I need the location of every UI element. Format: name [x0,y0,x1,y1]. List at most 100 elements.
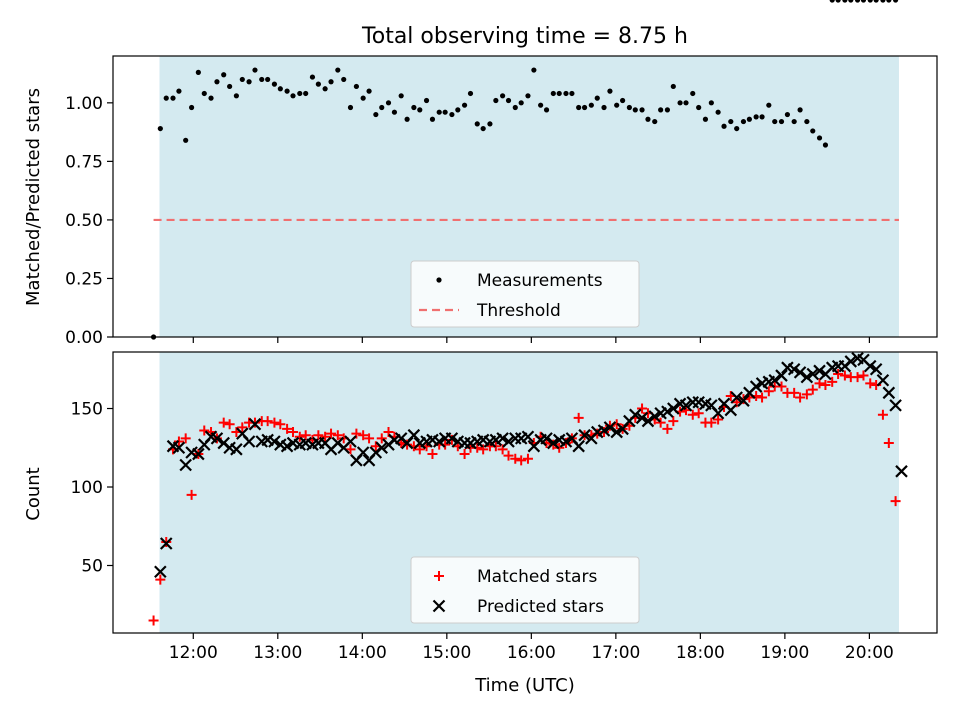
data-point [693,408,704,419]
data-point [801,389,812,400]
x-tick-label: 17:00 [591,643,640,663]
data-point [461,102,468,108]
data-point [427,449,438,460]
data-point [892,0,899,3]
data-point [252,67,258,73]
data-point [518,100,524,106]
data-point [459,449,470,460]
data-point [248,417,262,431]
top-panel-matched-predicted-ratio: Matched/Predicted stars 0.00 0.25 0.50 0.75… [23,0,938,348]
legend-label: Threshold [476,301,561,321]
data-point [170,95,176,101]
data-point [873,0,879,3]
data-point [795,392,806,403]
data-point [467,90,474,97]
data-point [664,107,671,113]
data-point [195,69,201,75]
data-point [159,537,173,550]
data-point [658,107,664,113]
x-tick-label: 18:00 [676,643,725,663]
data-point [813,364,826,378]
data-point [559,435,573,448]
data-point [759,114,765,120]
y-tick-label: 100 [71,478,103,498]
data-point [550,90,556,97]
data-point [822,142,829,148]
data-point [320,431,331,442]
legend-marker [434,571,444,581]
data-point [265,76,271,83]
legend-marker [436,277,442,283]
legend-label: Predicted stars [477,597,604,617]
data-point [889,399,902,412]
data-point [543,107,550,113]
data-point [833,368,844,379]
top-y-axis-label: Matched/Predicted stars [23,88,44,306]
series-measurements [150,0,899,340]
plot-frame [112,351,938,634]
data-point [641,414,655,428]
series-predicted-stars [154,352,908,579]
x-tick-label: 12:00 [169,643,218,663]
data-point [652,118,658,125]
data-point [303,90,309,97]
chart-title: Total observing time = 8.75 h [361,24,688,49]
data-point [852,372,863,383]
data-point [775,369,788,382]
data-point [800,370,814,384]
data-point [635,411,649,425]
legend: Matched stars Predicted stars [410,556,640,624]
x-tick-label: 13:00 [253,643,302,663]
data-point [284,88,290,94]
data-point [227,83,233,90]
data-point [186,489,197,500]
data-point [540,432,553,445]
x-tick-label: 20:00 [845,643,894,663]
data-point [429,116,436,122]
data-point [335,67,341,73]
data-point [588,102,594,108]
data-point [373,111,379,118]
data-point [639,107,645,113]
data-point [804,118,810,125]
data-point [432,435,446,448]
legend-marker [432,599,446,613]
data-point [262,416,273,427]
data-point [882,386,896,400]
data-point [176,88,182,94]
data-point [242,435,256,448]
data-point [655,417,666,428]
data-point [201,90,207,97]
data-point [538,102,544,108]
data-point [180,433,191,444]
data-point [895,465,908,478]
data-point [233,93,239,99]
data-point [423,97,430,104]
data-point [842,0,848,3]
data-point [793,366,807,379]
data-point [614,102,620,108]
data-point [347,104,354,111]
data-point [713,414,724,425]
legend-label: Measurements [477,271,603,291]
bottom-panel-star-counts: Count 50 100 150 12:00 13:00 14:00 15:00 16:00 1… [23,351,938,663]
data-point [496,432,509,445]
data-point [294,431,305,442]
data-point [662,423,673,434]
data-point [376,433,387,444]
data-point [863,359,877,373]
data-point [776,381,787,392]
data-point [661,405,674,418]
data-point [746,116,752,122]
data-point [563,90,569,97]
data-point [690,90,696,97]
legend: Measurements Threshold [410,260,640,328]
data-point [696,104,702,111]
data-point [510,453,521,464]
data-point [667,402,680,415]
data-point [865,378,876,389]
data-point [787,362,801,376]
data-point [411,104,417,111]
data-point [512,104,518,111]
